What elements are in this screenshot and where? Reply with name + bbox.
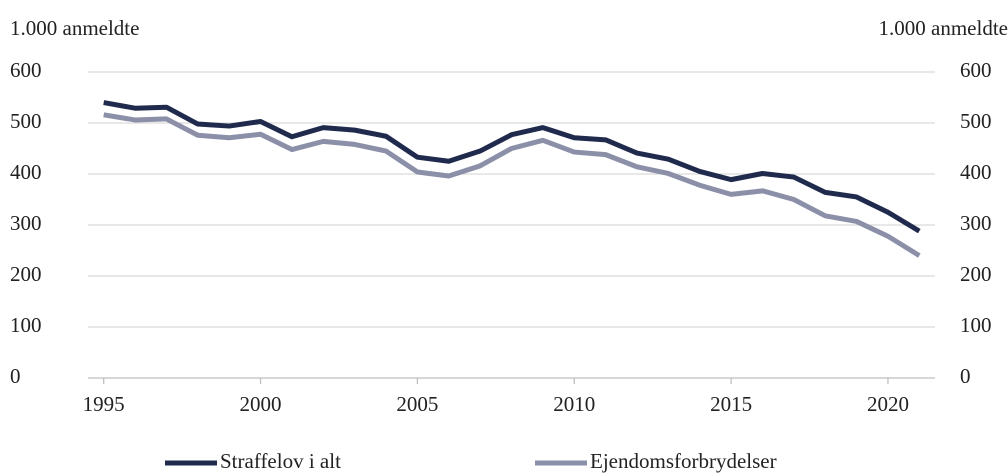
y2-tick-label: 0 [960,364,971,388]
y-tick-label: 300 [10,211,42,235]
y2-axis-label: 1.000 anmeldte [879,16,1008,40]
x-tick-label: 2010 [553,392,595,416]
y-tick-label: 600 [10,58,42,82]
y-axis-label: 1.000 anmeldte [10,16,139,40]
y2-tick-label: 300 [960,211,992,235]
legend-label: Ejendomsforbrydelser [590,449,777,473]
x-tick-label: 1995 [83,392,125,416]
legend-label: Straffelov i alt [220,449,341,473]
y-tick-label: 400 [10,160,42,184]
y2-tick-label: 500 [960,109,992,133]
y2-tick-label: 200 [960,262,992,286]
y2-tick-label: 600 [960,58,992,82]
y2-tick-label: 100 [960,313,992,337]
y2-tick-label: 400 [960,160,992,184]
series-line [103,100,921,234]
x-tick-label: 2020 [867,392,909,416]
y-tick-label: 100 [10,313,42,337]
x-tick-label: 2000 [240,392,282,416]
y-tick-label: 200 [10,262,42,286]
y-tick-label: 500 [10,109,42,133]
series-line [103,112,921,258]
y-tick-label: 0 [10,364,21,388]
x-tick-label: 2015 [710,392,752,416]
x-tick-label: 2005 [396,392,438,416]
